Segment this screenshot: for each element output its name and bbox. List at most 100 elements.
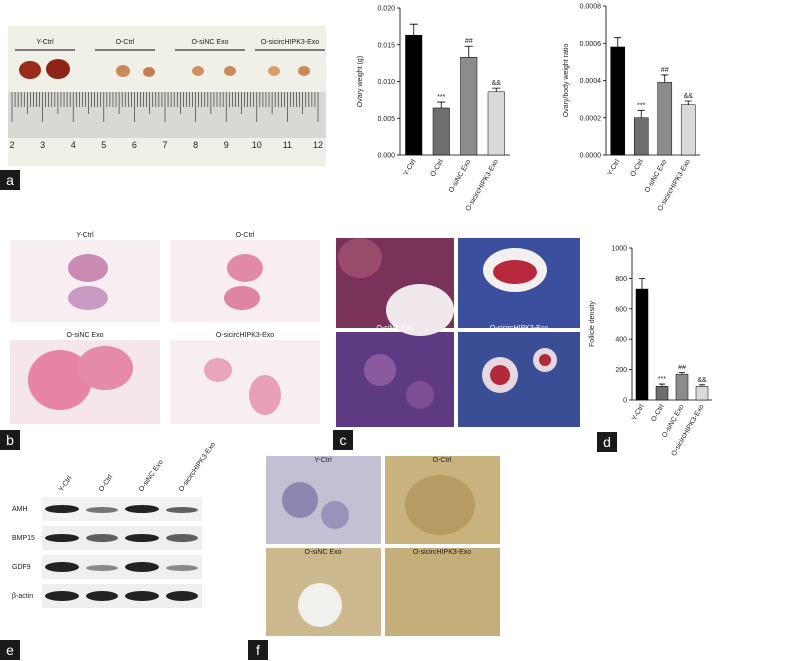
error-bar (639, 278, 645, 290)
x-tick-label: O-siNC Exo (644, 158, 669, 194)
panel-letter-box (597, 432, 617, 452)
y-axis-label: Follicle density (589, 301, 596, 347)
significance-mark: *** (437, 94, 445, 101)
significance-mark: && (684, 93, 694, 100)
error-bar (679, 372, 685, 375)
group-label: O-sicircHIPK3-Exo (261, 39, 319, 46)
significance-mark: *** (637, 102, 645, 109)
panel-e-blot (42, 497, 202, 608)
ruler-number: 7 (162, 140, 167, 150)
y-tick-label: 0.0008 (580, 4, 602, 11)
lane-label: O-sicircHIPK3-Exo (178, 441, 217, 493)
row-label: β-actin (12, 593, 33, 600)
image-title: Y-Ctrl (314, 457, 332, 464)
bar (657, 82, 673, 156)
x-tick-label: O-Ctrl (430, 158, 446, 178)
panel-letter: c (340, 432, 347, 448)
image-title: Y-Ctrl (76, 232, 94, 239)
x-tick-label: O-Ctrl (630, 158, 646, 178)
bar (633, 117, 649, 156)
panel-letter-box (333, 430, 353, 450)
ruler-number: 2 (9, 140, 14, 150)
panel-letter-box (0, 640, 20, 660)
panel-a-photo (8, 26, 326, 166)
lane-label: O-siNC Exo (138, 459, 165, 493)
significance-mark: ## (661, 67, 669, 74)
y-tick-label: 0.000 (377, 153, 395, 160)
y-tick-label: 1000 (611, 246, 627, 253)
error-bar (699, 384, 705, 387)
y-tick-label: 200 (615, 367, 627, 374)
lane-label: O-Ctrl (98, 473, 115, 493)
image-title: O-siNC Exo (67, 332, 104, 339)
ruler-number: 8 (193, 140, 198, 150)
y-axis-label: Ovary/body weight ratio (563, 44, 570, 118)
significance-mark: *** (658, 376, 666, 383)
error-bar (661, 74, 669, 83)
y-tick-label: 0.0004 (580, 78, 602, 85)
image-title: O-sicircHIPK3-Exo (490, 325, 548, 332)
panel-letter: f (256, 642, 260, 658)
row-label: BMP15 (12, 535, 35, 542)
row-label: AMH (12, 506, 28, 513)
panel-b-images (10, 240, 320, 424)
image-title: O-siNC Exo (305, 549, 342, 556)
y-tick-label: 0.020 (377, 6, 395, 13)
group-label: Y-Ctrl (36, 39, 54, 46)
y-tick-label: 0.010 (377, 79, 395, 86)
image-title: O-Ctrl (236, 232, 255, 239)
bar (405, 34, 423, 156)
x-tick-label: O-Ctrl (650, 403, 666, 423)
image-title: O-Ctrl (433, 457, 452, 464)
image-title: Y-Ctrl (386, 231, 404, 238)
panel-letter: e (6, 642, 14, 658)
ruler-number: 6 (132, 140, 137, 150)
panel-letter: a (6, 172, 14, 188)
panel-letter-box (0, 430, 20, 450)
ruler-number: 12 (313, 140, 323, 150)
error-bar (492, 87, 501, 92)
significance-mark: ## (465, 38, 473, 45)
panel-f-images (266, 456, 500, 636)
x-tick-label: Y-Ctrl (607, 158, 622, 177)
panel-letter-box (0, 170, 20, 190)
y-tick-label: 400 (615, 337, 627, 344)
bar (432, 107, 450, 156)
panel-letter-box (248, 640, 268, 660)
bar (695, 386, 709, 401)
row-label: GDF9 (12, 564, 31, 571)
significance-mark: && (492, 80, 502, 87)
bar (610, 46, 626, 156)
error-bar (659, 383, 665, 387)
significance-mark: ## (678, 365, 686, 372)
y-tick-label: 0.0000 (580, 153, 602, 160)
y-tick-label: 0.015 (377, 42, 395, 49)
y-tick-label: 600 (615, 306, 627, 313)
x-tick-label: O-sicircHIPK3-Exo (465, 158, 500, 212)
image-title: O-siNC Exo (377, 325, 414, 332)
ruler-number: 4 (71, 140, 76, 150)
image-title: O-sicircHIPK3-Exo (216, 332, 274, 339)
y-tick-label: 0.0002 (580, 115, 602, 122)
image-title: O-Ctrl (510, 231, 529, 238)
error-bar (684, 100, 692, 105)
y-tick-label: 0 (623, 398, 627, 405)
ruler-number: 10 (252, 140, 262, 150)
error-bar (437, 101, 446, 108)
panel-letter: b (6, 432, 14, 448)
bar (487, 91, 505, 156)
ruler-number: 11 (283, 140, 292, 150)
error-bar (614, 37, 622, 47)
lane-label: Y-Ctrl (58, 475, 74, 494)
ruler-number: 9 (224, 140, 229, 150)
bar (680, 104, 696, 156)
error-bar (464, 45, 473, 58)
y-tick-label: 0.005 (377, 116, 395, 123)
y-tick-label: 800 (615, 276, 627, 283)
bar (460, 56, 478, 156)
bar (655, 386, 669, 401)
ruler-number: 3 (40, 140, 45, 150)
x-tick-label: Y-Ctrl (631, 403, 646, 422)
